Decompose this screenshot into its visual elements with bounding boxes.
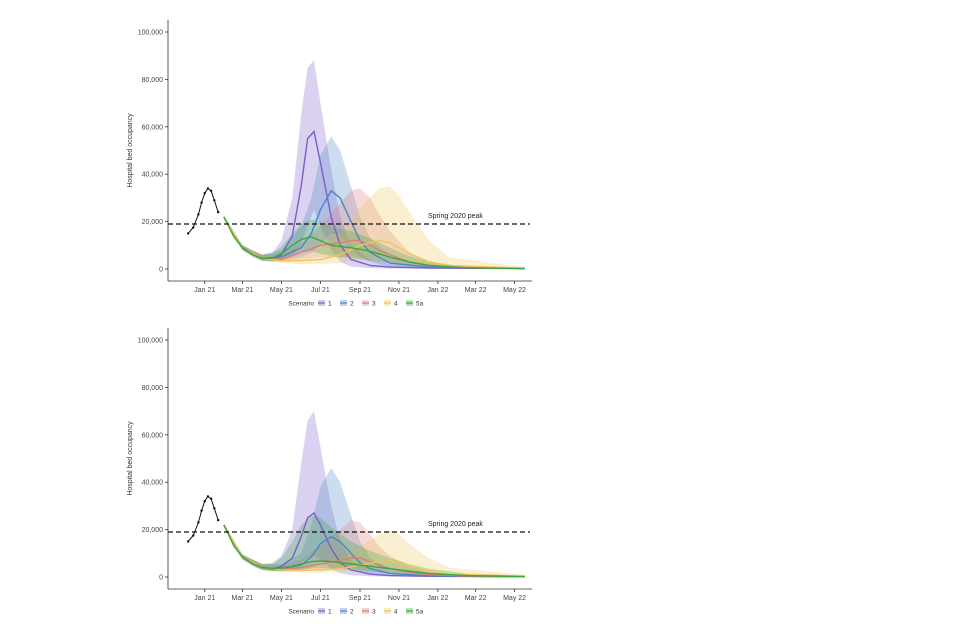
x-tick-label: Jul 21 xyxy=(311,287,330,294)
observed-point xyxy=(200,201,203,204)
observed-point xyxy=(209,497,213,500)
y-tick-label: 60,000 xyxy=(142,124,164,131)
observed-point xyxy=(192,226,195,229)
x-tick-label: Nov 21 xyxy=(388,595,410,602)
y-axis-title: Hospital bed occupancy xyxy=(127,421,134,496)
ribbon-scenario-2 xyxy=(223,136,525,269)
x-tick-label: Jan 21 xyxy=(194,287,215,294)
observed-point xyxy=(213,507,216,510)
spring-2020-peak-label: Spring 2020 peak xyxy=(428,521,483,528)
observed-point xyxy=(197,521,200,524)
y-tick-label: 80,000 xyxy=(142,385,164,392)
y-tick-label: 100,000 xyxy=(138,30,163,37)
legend-label-3: 3 xyxy=(372,301,376,308)
x-tick-label: Jul 21 xyxy=(311,595,330,602)
legend-label-1: 1 xyxy=(328,301,332,308)
observed-point xyxy=(213,199,216,202)
observed-point xyxy=(200,509,203,512)
legend-label-4: 4 xyxy=(394,609,398,616)
line-scenario-5a xyxy=(223,216,525,270)
y-tick-label: 40,000 xyxy=(142,480,164,487)
legend-label-5a: 5a xyxy=(416,609,424,616)
y-axis-title: Hospital bed occupancy xyxy=(127,113,134,188)
ribbon-scenario-5a xyxy=(223,216,525,269)
x-tick-label: Sep 21 xyxy=(349,287,371,294)
series-lines xyxy=(223,511,525,578)
observed-point xyxy=(197,213,200,216)
x-tick-label: May 22 xyxy=(503,287,526,294)
observed-point xyxy=(209,189,213,192)
chart-panel-1: 0 20,000 40,000 60,000 80,000 100,000 Hospital… xyxy=(127,20,532,308)
legend-label-5a: 5a xyxy=(416,301,424,308)
line-scenario-5a xyxy=(223,524,525,578)
ribbon-scenario-3 xyxy=(223,520,525,577)
ribbons xyxy=(223,411,525,577)
x-tick-label: Mar 21 xyxy=(232,595,254,602)
legend: Scenario 1 2 3 4 5a xyxy=(288,608,424,616)
y-tick-label: 40,000 xyxy=(142,172,164,179)
ribbon-scenario-1 xyxy=(223,60,525,269)
ribbon-scenario-5a xyxy=(223,515,525,577)
legend: Scenario 1 2 3 4 5a xyxy=(288,300,424,308)
x-tick-label: May 21 xyxy=(270,595,293,602)
x-tick-label: Jan 21 xyxy=(194,595,215,602)
observed-point xyxy=(186,232,190,235)
legend-label-4: 4 xyxy=(394,301,398,308)
y-tick-label: 0 xyxy=(159,267,163,274)
legend-title: Scenario xyxy=(288,301,314,308)
legend-title: Scenario xyxy=(288,609,314,616)
spring-2020-peak-label: Spring 2020 peak xyxy=(428,213,483,220)
x-tick-label: Jan 22 xyxy=(427,287,448,294)
x-tick-label: Jan 22 xyxy=(427,595,448,602)
ribbon-scenario-1 xyxy=(223,411,525,577)
x-tick-label: Sep 21 xyxy=(349,595,371,602)
legend-label-1: 1 xyxy=(328,609,332,616)
chart-panel-2: 0 20,000 40,000 60,000 80,000 100,000 Hospital… xyxy=(127,328,532,616)
observed-point xyxy=(206,187,210,190)
legend-label-3: 3 xyxy=(372,609,376,616)
y-tick-label: 20,000 xyxy=(142,219,164,226)
y-tick-label: 20,000 xyxy=(142,527,164,534)
legend-label-2: 2 xyxy=(350,301,354,308)
y-tick-label: 80,000 xyxy=(142,77,164,84)
legend-label-2: 2 xyxy=(350,609,354,616)
x-tick-label: May 22 xyxy=(503,595,526,602)
observed-point xyxy=(192,534,195,537)
x-tick-label: May 21 xyxy=(270,287,293,294)
x-tick-label: Mar 22 xyxy=(465,595,487,602)
observed-point xyxy=(186,540,190,543)
observed-point xyxy=(203,499,206,503)
y-tick-label: 60,000 xyxy=(142,432,164,439)
x-tick-label: Mar 22 xyxy=(465,287,487,294)
x-tick-label: Mar 21 xyxy=(232,287,254,294)
series-lines xyxy=(223,130,525,270)
ribbon-scenario-4 xyxy=(223,186,525,269)
y-tick-label: 100,000 xyxy=(138,338,163,345)
line-scenario-4 xyxy=(223,216,525,269)
observed-point xyxy=(203,191,206,195)
ribbon-scenario-4 xyxy=(223,524,525,577)
y-tick-label: 0 xyxy=(159,575,163,582)
observed-point xyxy=(206,495,210,498)
observed-point xyxy=(216,518,220,522)
x-tick-label: Nov 21 xyxy=(388,287,410,294)
ribbons xyxy=(223,60,525,269)
observed-point xyxy=(216,210,220,214)
